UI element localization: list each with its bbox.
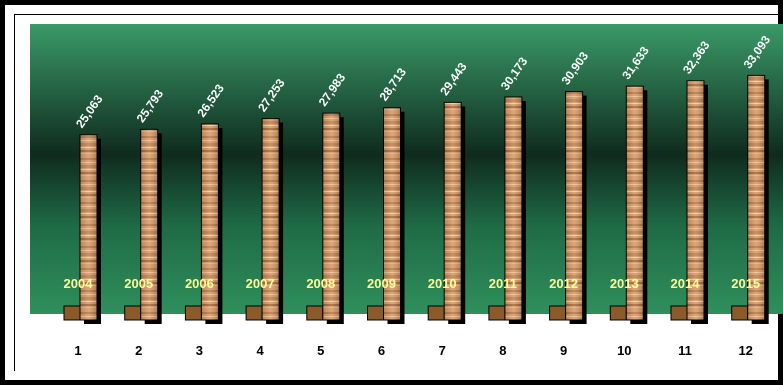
bar-base-12 xyxy=(731,305,749,321)
year-label-3: 2006 xyxy=(185,276,214,291)
year-label-2: 2005 xyxy=(124,276,153,291)
bar-chart: 25,0632004125,7932005226,5232006327,2532… xyxy=(30,24,783,358)
bar-base-5 xyxy=(306,305,324,321)
category-label-2: 2 xyxy=(135,343,142,358)
category-label-9: 9 xyxy=(560,343,567,358)
bar-shading-8 xyxy=(504,96,522,320)
bar-base-10 xyxy=(609,305,627,321)
bar-base-3 xyxy=(184,305,202,321)
bar-shading-1 xyxy=(80,134,97,320)
category-label-3: 3 xyxy=(196,343,203,358)
year-label-7: 2010 xyxy=(428,276,457,291)
year-label-5: 2008 xyxy=(306,276,335,291)
bar-shading-6 xyxy=(383,107,401,321)
bar-base-4 xyxy=(245,305,263,321)
bar-shading-7 xyxy=(444,102,462,320)
bar-base-2 xyxy=(124,305,142,321)
bar-shading-10 xyxy=(626,86,644,320)
bar-base-11 xyxy=(670,305,688,321)
year-label-1: 2004 xyxy=(64,276,94,291)
bar-base-9 xyxy=(549,305,567,321)
plot-area: 25,063 2004 1 25,793 2005 2 26,523 2006 3 27,253 2… xyxy=(30,24,783,369)
bar-base-7 xyxy=(427,305,445,321)
bar-base-8 xyxy=(488,305,506,321)
year-label-10: 2013 xyxy=(610,276,639,291)
category-label-8: 8 xyxy=(499,343,506,358)
category-label-5: 5 xyxy=(317,343,324,358)
category-label-10: 10 xyxy=(617,343,631,358)
bar-shading-11 xyxy=(687,80,704,320)
category-label-6: 6 xyxy=(378,343,385,358)
bar-shading-12 xyxy=(747,75,765,320)
bar-shading-5 xyxy=(322,113,340,320)
year-label-9: 2012 xyxy=(549,276,578,291)
category-label-7: 7 xyxy=(439,343,446,358)
year-label-4: 2007 xyxy=(246,276,275,291)
year-label-12: 2015 xyxy=(731,276,760,291)
category-label-12: 12 xyxy=(738,343,752,358)
year-label-6: 2009 xyxy=(367,276,396,291)
bar-base-6 xyxy=(367,305,384,321)
category-label-4: 4 xyxy=(256,343,264,358)
bar-shading-3 xyxy=(201,123,219,320)
chart-inner-border xyxy=(14,14,783,371)
year-label-8: 2011 xyxy=(489,276,517,291)
year-label-11: 2014 xyxy=(671,276,701,291)
category-label-11: 11 xyxy=(678,343,692,358)
category-label-1: 1 xyxy=(74,343,81,358)
bar-shading-9 xyxy=(565,91,583,321)
bar-shading-4 xyxy=(262,118,280,320)
bar-base-1 xyxy=(63,305,81,321)
bar-shading-2 xyxy=(140,129,158,320)
